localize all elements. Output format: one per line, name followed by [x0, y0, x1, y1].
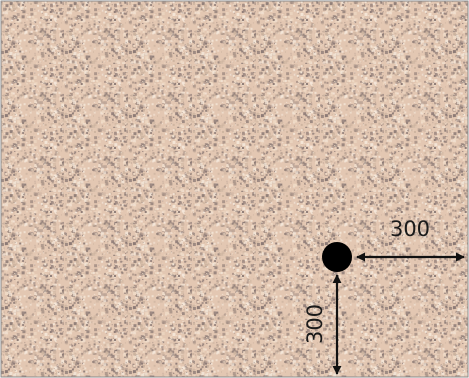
- reference-point: [322, 242, 352, 272]
- horizontal-dimension-label: 300: [390, 217, 430, 241]
- vertical-dimension-label: 300: [303, 304, 327, 344]
